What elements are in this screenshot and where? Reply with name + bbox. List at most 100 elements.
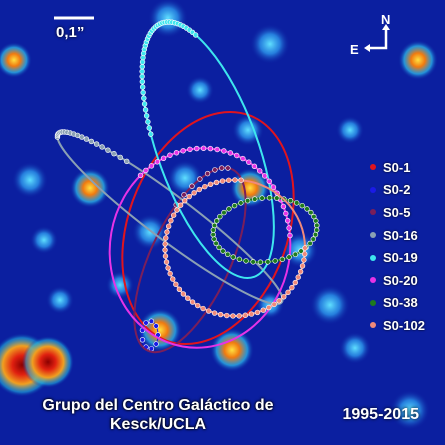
orbit-s0-102: [162, 177, 308, 319]
compass-north-label: N: [381, 12, 391, 27]
credit-line-1: Grupo del Centro Galáctico de: [42, 397, 274, 414]
legend-swatch: [370, 277, 376, 284]
legend-label: S0-2: [383, 182, 411, 198]
background-glow: [398, 40, 438, 80]
orbit-point: [280, 203, 287, 210]
orbit-point: [148, 318, 155, 324]
scale-bar-label: 0,1”: [56, 24, 85, 41]
orbit-point: [197, 176, 203, 182]
legend-item: S0-102: [370, 314, 425, 337]
orbit-point: [142, 107, 149, 113]
orbit-point: [148, 163, 155, 169]
orbit-point: [231, 202, 238, 209]
orbit-point: [271, 301, 277, 308]
orbit-point: [143, 113, 150, 119]
orbit-point: [224, 312, 230, 319]
orbit-point: [163, 235, 169, 241]
orbit-point: [124, 158, 130, 165]
orbit-s0-19: [139, 19, 275, 280]
orbit-point: [191, 190, 197, 196]
orbit-point: [216, 244, 222, 251]
orbit-point: [261, 173, 268, 179]
orbit-point: [225, 251, 231, 258]
orbit-point: [283, 210, 289, 217]
legend-label: S0-16: [383, 227, 418, 243]
orbit-point: [292, 279, 298, 286]
orbit-point: [170, 212, 177, 218]
orbit-point: [301, 257, 307, 263]
orbit-point: [196, 186, 203, 193]
orbit-point: [285, 289, 291, 296]
orbit-point: [257, 259, 264, 265]
compass-east-label: E: [350, 42, 359, 57]
orbit-point: [189, 299, 196, 305]
orbit-point: [299, 202, 305, 209]
orbit-point: [266, 195, 273, 201]
orbit-point: [236, 256, 243, 262]
orbit-point: [217, 213, 223, 220]
orbit-point: [139, 84, 146, 90]
orbit-point: [204, 170, 211, 177]
orbit-point: [162, 247, 168, 253]
orbit-point: [143, 320, 149, 326]
orbit-point: [173, 150, 180, 156]
orbit-point: [192, 32, 199, 38]
orbit-point: [272, 258, 278, 264]
orbit-point: [238, 177, 244, 183]
orbit-point: [185, 295, 191, 301]
orbit-point: [226, 206, 232, 212]
orbit-point: [246, 159, 252, 165]
orbit-point: [298, 248, 304, 254]
orbit-point: [153, 341, 159, 347]
orbit-point: [139, 73, 145, 80]
orbit-point: [154, 159, 161, 165]
orbit-point: [308, 209, 314, 216]
orbit-point: [206, 308, 212, 314]
orbit-point: [225, 165, 231, 171]
orbit-point: [83, 136, 90, 142]
orbit-point: [174, 207, 180, 213]
orbit-s0-38: [210, 195, 320, 265]
orbit-point: [295, 274, 301, 280]
orbit-point: [194, 145, 200, 152]
compass-arrows: [368, 28, 388, 50]
orbit-point: [213, 179, 220, 186]
background-glow: [148, 0, 188, 38]
orbit-point: [281, 294, 287, 300]
orbit-point: [299, 263, 306, 269]
orbit-point: [287, 197, 294, 204]
background-glow: [138, 308, 182, 352]
orbit-point: [148, 131, 154, 137]
orbit-point: [79, 134, 85, 140]
orbit-point: [164, 229, 170, 235]
orbit-point: [304, 206, 310, 212]
orbit-point: [163, 259, 170, 265]
background-glow: [22, 336, 74, 388]
orbit-point: [310, 236, 316, 242]
legend-label: S0-20: [383, 272, 418, 288]
background-glow: [12, 162, 48, 198]
background-glow: [250, 24, 290, 64]
orbit-point: [312, 231, 319, 238]
orbit-point: [177, 202, 184, 208]
background-glow: [336, 116, 364, 144]
credit-text: Grupo del Centro Galáctico de Kesck/UCLA: [8, 396, 308, 434]
orbit-point: [214, 146, 220, 153]
orbit-point: [187, 146, 193, 153]
orbit-point: [265, 259, 271, 265]
orbit-point: [139, 68, 145, 75]
compass-north-arrowhead: [382, 24, 390, 30]
orbit-point: [212, 167, 218, 173]
orbit-point: [139, 337, 146, 343]
legend-item: S0-20: [370, 269, 425, 292]
orbit-point: [137, 172, 144, 179]
legend-swatch: [370, 322, 376, 329]
legend-swatch: [370, 299, 376, 306]
orbit-point: [180, 291, 187, 297]
legend-swatch: [370, 164, 376, 171]
orbit-point: [302, 251, 308, 257]
legend-swatch: [370, 232, 376, 239]
orbit-point: [227, 150, 234, 156]
orbit-point: [202, 183, 208, 190]
